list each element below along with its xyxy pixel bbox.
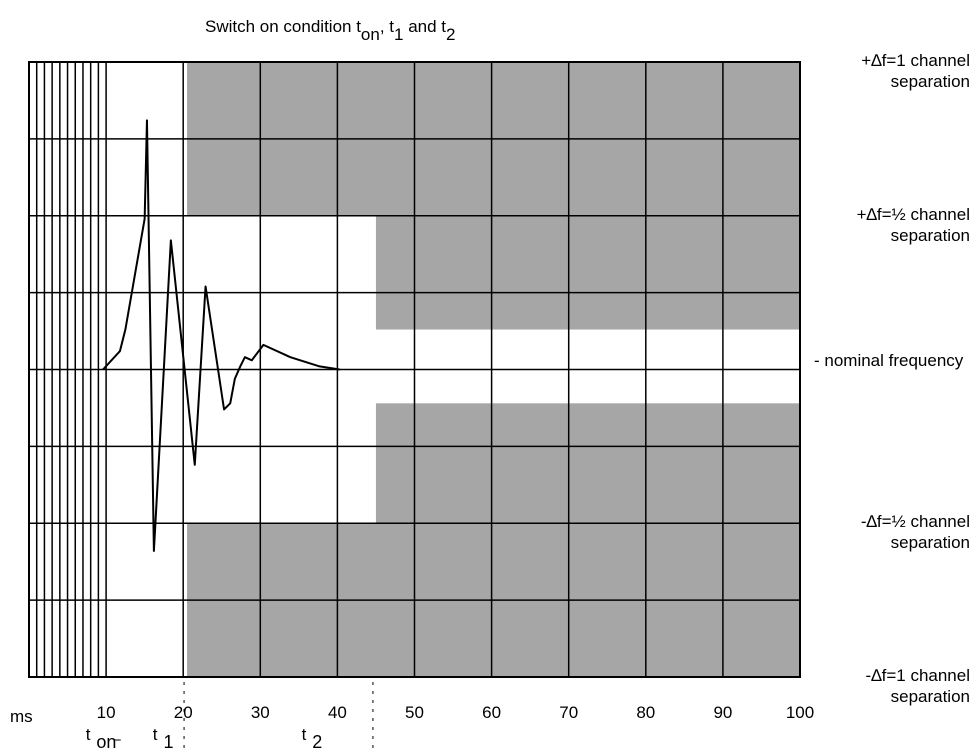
x-tick-label: 70: [559, 703, 578, 722]
title-subscript: 1: [394, 25, 403, 44]
y-tick-label: +∆f=1 channel separation: [861, 51, 970, 91]
time-label-sub: 1: [164, 732, 174, 752]
y-tick-label: +∆f=½ channel separation: [856, 204, 970, 245]
frequency-line: [102, 119, 340, 552]
title-text: Switch on condition t: [205, 17, 361, 36]
chart-title: Switch on condition ton, t1 and t2: [205, 17, 456, 44]
time-label: t on: [86, 725, 117, 752]
tolerance-region: [375, 215, 800, 330]
x-tick-label: 50: [405, 703, 424, 722]
time-label-sub: on: [96, 732, 116, 752]
title-text: and t: [403, 17, 446, 36]
x-tick-label: 80: [636, 703, 655, 722]
time-label-main: t: [302, 725, 307, 744]
x-tick-label: 100: [786, 703, 814, 722]
y-tick-label: -∆f=1 channel separation: [865, 666, 970, 706]
time-label-sub: 2: [312, 732, 322, 752]
title-text: , t: [380, 17, 394, 36]
x-tick-label: 20: [174, 703, 193, 722]
x-tick-label: 40: [328, 703, 347, 722]
x-tick-label: 60: [482, 703, 501, 722]
title-subscript: on: [361, 25, 380, 44]
time-label-main: t: [86, 725, 91, 744]
y-tick-label: -∆f=½ channel separation: [860, 512, 970, 553]
tolerance-region: [375, 403, 800, 524]
title-subscript: 2: [446, 25, 455, 44]
x-unit-label: ms: [10, 707, 33, 726]
y-tick-label: - nominal frequency: [814, 350, 964, 370]
x-tick-label: 30: [251, 703, 270, 722]
x-tick-label: 10: [97, 703, 116, 722]
plot-frame: [28, 61, 801, 678]
time-label-main: t: [153, 725, 158, 744]
x-tick-label: 90: [713, 703, 732, 722]
